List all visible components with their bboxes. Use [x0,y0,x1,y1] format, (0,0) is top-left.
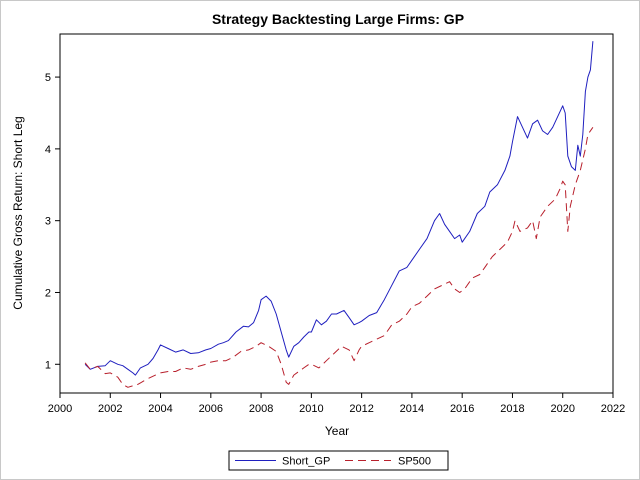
x-axis: 2000 2002 2004 2006 2008 2010 2012 2014 2016 2018… [48,393,625,415]
y-tick-label: 3 [45,216,51,228]
x-tick-label: 2000 [48,403,72,415]
y-tick-label: 5 [45,72,51,84]
x-tick-label: 2020 [550,403,574,415]
x-tick-label: 2010 [299,403,323,415]
x-tick-label: 2022 [601,403,625,415]
legend: Short_GP SP500 [228,450,449,471]
x-tick-label: 2016 [450,403,474,415]
series-line-sp500 [84,127,594,388]
x-tick-label: 2014 [400,403,424,415]
y-axis: 1 2 3 4 5 [45,72,60,371]
legend-label-sp500: SP500 [398,456,431,468]
x-tick-label: 2008 [249,403,273,415]
legend-box [228,450,449,471]
y-tick-label: 4 [45,144,51,156]
y-tick-label: 2 [45,287,51,299]
y-axis-label: Cumulative Gross Return: Short Leg [11,116,25,309]
series-line-short-gp [84,41,594,376]
x-tick-label: 2006 [199,403,223,415]
x-axis-label: Year [325,424,349,438]
y-tick-label: 1 [45,359,51,371]
legend-label-short-gp: Short_GP [282,456,330,468]
chart-title: Strategy Backtesting Large Firms: GP [212,11,464,27]
plot-area [59,33,614,394]
x-tick-label: 2012 [349,403,373,415]
x-tick-label: 2004 [148,403,172,415]
series-layer [84,41,594,388]
x-tick-label: 2002 [98,403,122,415]
x-tick-label: 2018 [500,403,524,415]
